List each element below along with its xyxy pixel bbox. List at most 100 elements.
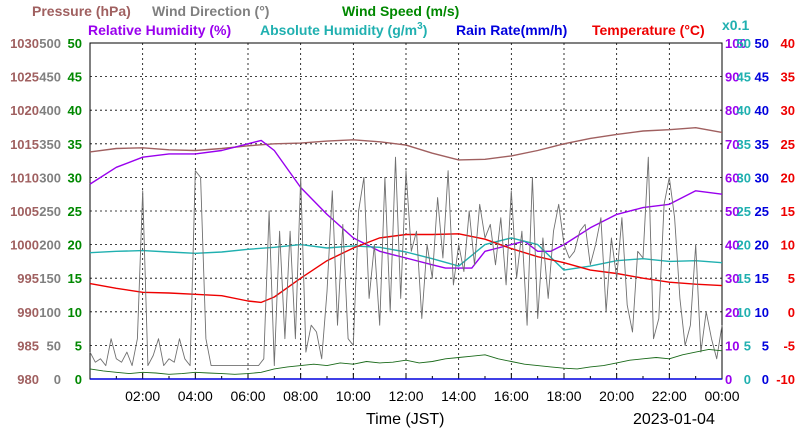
y-tick-label: 5 xyxy=(744,338,751,353)
series-line xyxy=(89,126,723,161)
y-tick-label: 1015 xyxy=(10,137,39,152)
y-tick-label: 20 xyxy=(781,170,795,185)
x-tick-label: 08:00 xyxy=(283,388,318,404)
title-wind-direction: Wind Direction (°) xyxy=(152,3,269,19)
y-tick-label: 15 xyxy=(68,271,82,286)
y-tick-label: 1025 xyxy=(10,70,39,85)
y-tick-label: 5 xyxy=(762,338,769,353)
y-tick-label: 40 xyxy=(755,103,769,118)
y-tick-label: 50 xyxy=(725,204,739,219)
y-tick-label: 1020 xyxy=(10,103,39,118)
y-tick-label: 25 xyxy=(737,204,751,219)
title-temperature: Temperature (°C) xyxy=(592,22,705,38)
x-tick-label: 20:00 xyxy=(599,388,634,404)
y-tick-label: 30 xyxy=(725,271,739,286)
x-tick-label: 18:00 xyxy=(546,388,581,404)
y-tick-label: 40 xyxy=(781,36,795,51)
x-tick-label: 04:00 xyxy=(178,388,213,404)
x-tick-label: 16:00 xyxy=(494,388,529,404)
y-tick-label: 70 xyxy=(725,137,739,152)
y-tick-label: 10 xyxy=(781,238,795,253)
y-tick-label: 0 xyxy=(744,372,751,387)
y-tick-label: 60 xyxy=(725,170,739,185)
scale-note: x0.1 xyxy=(722,17,749,33)
y-tick-label: 990 xyxy=(17,305,39,320)
y-tick-label: 450 xyxy=(39,70,61,85)
y-tick-label: 40 xyxy=(737,103,751,118)
y-tick-label: 100 xyxy=(39,305,61,320)
y-tick-label: 1000 xyxy=(10,238,39,253)
y-tick-label: 5 xyxy=(75,338,82,353)
y-tick-label: 30 xyxy=(68,170,82,185)
y-tick-label: 45 xyxy=(737,70,751,85)
y-tick-label: 25 xyxy=(68,204,82,219)
y-tick-label: 0 xyxy=(725,372,732,387)
y-tick-label: 80 xyxy=(725,103,739,118)
title-pressure: Pressure (hPa) xyxy=(32,3,131,19)
y-tick-label: 45 xyxy=(68,70,82,85)
x-tick-label: 02:00 xyxy=(125,388,160,404)
y-tick-label: 1010 xyxy=(10,170,39,185)
y-tick-label: 150 xyxy=(39,271,61,286)
y-tick-label: 50 xyxy=(47,338,61,353)
y-tick-label: 0 xyxy=(75,372,82,387)
x-tick-label: 10:00 xyxy=(336,388,371,404)
y-tick-label: 250 xyxy=(39,204,61,219)
y-tick-label: 35 xyxy=(755,137,769,152)
x-tick-label: 12:00 xyxy=(388,388,423,404)
series-line xyxy=(89,348,723,375)
y-tick-label: 200 xyxy=(39,238,61,253)
axes: 02:00 04:00 06:00 08:00 10:00 12:00 14:00 16:00… xyxy=(10,36,795,404)
y-tick-label: 50 xyxy=(68,36,82,51)
legend-titles: Pressure (hPa) Wind Direction (°) Wind S… xyxy=(32,3,749,428)
y-tick-label: 5 xyxy=(788,271,795,286)
y-tick-label: 10 xyxy=(755,305,769,320)
y-tick-label: 20 xyxy=(68,238,82,253)
y-tick-label: 25 xyxy=(781,137,795,152)
y-tick-label: 35 xyxy=(737,137,751,152)
x-tick-label: 06:00 xyxy=(230,388,265,404)
y-tick-label: 35 xyxy=(781,70,795,85)
series-line xyxy=(89,139,723,269)
y-tick-label: 10 xyxy=(737,305,751,320)
y-tick-label: 980 xyxy=(17,372,39,387)
y-tick-label: 40 xyxy=(68,103,82,118)
series-line xyxy=(89,237,723,271)
series-layer xyxy=(89,126,723,380)
y-tick-label: 0 xyxy=(762,372,769,387)
grid xyxy=(89,42,723,380)
title-wind-speed: Wind Speed (m/s) xyxy=(342,3,459,19)
title-rain-rate: Rain Rate(mm/h) xyxy=(456,22,567,38)
y-tick-label: 30 xyxy=(737,170,751,185)
series-line xyxy=(89,156,723,367)
y-tick-label: 35 xyxy=(68,137,82,152)
y-tick-label: 20 xyxy=(755,238,769,253)
y-tick-label: 10 xyxy=(68,305,82,320)
y-tick-label: 1030 xyxy=(10,36,39,51)
y-tick-label: 400 xyxy=(39,103,61,118)
x-tick-label: 00:00 xyxy=(704,388,739,404)
y-tick-label: 10 xyxy=(725,338,739,353)
y-tick-label: 0 xyxy=(788,305,795,320)
x-axis-label: Time (JST) xyxy=(366,411,445,428)
y-tick-label: 1005 xyxy=(10,204,39,219)
y-tick-label: 25 xyxy=(755,204,769,219)
y-tick-label: 985 xyxy=(17,338,39,353)
date-label: 2023-01-04 xyxy=(633,411,715,428)
y-tick-label: 30 xyxy=(755,170,769,185)
y-tick-label: 995 xyxy=(17,271,39,286)
y-tick-label: 15 xyxy=(781,204,795,219)
title-abs-humidity: Absolute Humidity (g/m3) xyxy=(260,21,427,38)
y-tick-label: 350 xyxy=(39,137,61,152)
y-tick-label: 500 xyxy=(39,36,61,51)
x-tick-label: 14:00 xyxy=(441,388,476,404)
y-tick-label: 15 xyxy=(755,271,769,286)
y-tick-label: -10 xyxy=(776,372,795,387)
x-tick-label: 22:00 xyxy=(652,388,687,404)
y-tick-label: 30 xyxy=(781,103,795,118)
y-tick-label: -5 xyxy=(783,338,795,353)
y-tick-label: 50 xyxy=(755,36,769,51)
y-tick-label: 90 xyxy=(725,70,739,85)
y-tick-label: 300 xyxy=(39,170,61,185)
y-tick-label: 20 xyxy=(725,305,739,320)
